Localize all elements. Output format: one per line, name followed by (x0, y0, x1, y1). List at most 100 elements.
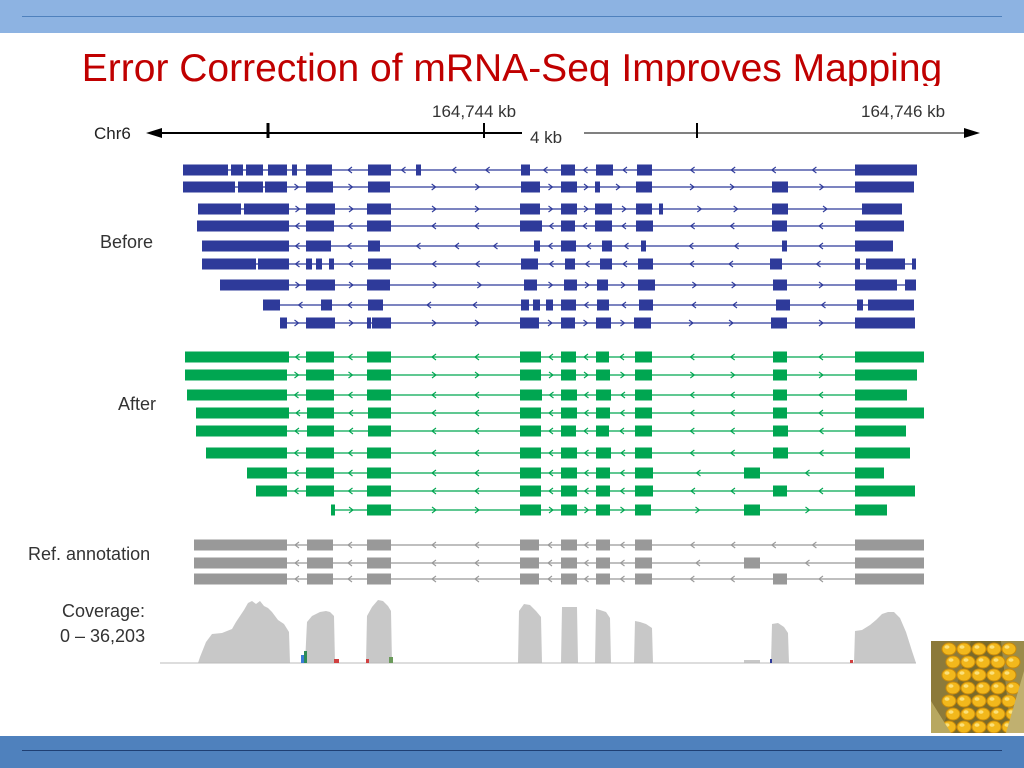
strand-chevron (619, 469, 625, 477)
strand-chevron (621, 301, 627, 309)
exon-block (857, 299, 863, 311)
strand-chevron (474, 559, 480, 567)
strand-chevron (454, 242, 460, 250)
strand-chevron (548, 205, 554, 213)
exon-block (534, 240, 540, 252)
strand-chevron (348, 319, 354, 327)
strand-chevron (620, 319, 626, 327)
strand-chevron (730, 371, 736, 379)
strand-chevron (431, 541, 437, 549)
exon-block (641, 240, 646, 252)
strand-chevron (770, 166, 777, 174)
exon-block (561, 203, 577, 215)
strand-chevron (347, 222, 353, 230)
strand-chevron (623, 242, 629, 250)
strand-chevron (548, 409, 554, 417)
strand-chevron (689, 260, 695, 268)
strand-chevron (622, 260, 628, 268)
strand-chevron (583, 487, 589, 495)
transcript-row (194, 557, 924, 569)
transcript-row (185, 351, 924, 363)
strand-chevron (583, 541, 589, 549)
exon-block (636, 203, 652, 215)
strand-chevron (548, 281, 554, 289)
strand-chevron (583, 205, 589, 213)
strand-chevron (583, 301, 589, 309)
exon-block (634, 317, 651, 329)
strand-chevron (733, 205, 739, 213)
strand-chevron (620, 449, 626, 457)
exon-block (596, 425, 609, 437)
exon-block (231, 164, 243, 176)
exon-block (194, 539, 287, 551)
exon-block (246, 164, 263, 176)
before-label: Before (100, 232, 153, 252)
exon-block (596, 504, 610, 516)
transcript-row (194, 573, 924, 585)
exon-block (773, 389, 787, 401)
exon-block (368, 164, 391, 176)
exon-block (367, 279, 390, 291)
exon-block (368, 258, 391, 270)
exon-block (263, 299, 280, 311)
strand-chevron (548, 506, 554, 514)
exon-block (561, 299, 576, 311)
exon-block (855, 164, 917, 176)
strand-chevron (583, 575, 589, 583)
exon-block (367, 369, 391, 381)
strand-chevron (348, 205, 354, 213)
strand-chevron (820, 301, 826, 309)
strand-chevron (431, 391, 437, 399)
exon-block (744, 557, 760, 569)
strand-chevron (474, 409, 480, 417)
coverage-mismatch-mark (301, 655, 304, 663)
strand-chevron (583, 469, 589, 477)
exon-block (635, 369, 652, 381)
exon-block (855, 389, 907, 401)
strand-chevron (348, 371, 354, 379)
strand-chevron (548, 353, 554, 361)
exon-block (635, 573, 652, 585)
exon-block (524, 279, 537, 291)
strand-chevron (348, 281, 354, 289)
exon-block (307, 573, 333, 585)
transcript-row (220, 279, 916, 291)
exon-block (561, 447, 577, 459)
strand-chevron (695, 506, 701, 514)
strand-chevron (619, 409, 625, 417)
exon-block (773, 407, 787, 419)
strand-chevron (431, 575, 437, 583)
strand-chevron (690, 371, 696, 379)
exon-block (772, 203, 788, 215)
strand-chevron (818, 575, 824, 583)
strand-chevron (347, 166, 353, 174)
strand-chevron (728, 260, 734, 268)
exon-block (862, 203, 902, 215)
exon-block (596, 164, 613, 176)
exon-block (855, 573, 924, 585)
strand-chevron (474, 260, 480, 268)
exon-block (773, 485, 787, 497)
strand-chevron (548, 222, 554, 230)
exon-block (782, 240, 787, 252)
strand-chevron (729, 391, 735, 399)
exon-block (595, 220, 612, 232)
gene-track-figure: Chr6 164,744 kb 164,746 kb 4 kb Before A… (28, 102, 980, 664)
exon-block (368, 181, 390, 193)
exon-block (561, 485, 577, 497)
strand-chevron (431, 371, 437, 379)
exon-block (855, 258, 860, 270)
exon-block (521, 299, 529, 311)
exon-block (855, 240, 893, 252)
strand-chevron (689, 409, 695, 417)
strand-chevron (474, 371, 480, 379)
exon-block (773, 279, 787, 291)
strand-chevron (347, 391, 353, 399)
strand-chevron (583, 427, 589, 435)
exon-block (855, 557, 924, 569)
exon-block (597, 299, 609, 311)
exon-block (306, 181, 333, 193)
strand-chevron (294, 242, 300, 250)
exon-block (520, 573, 539, 585)
exon-block (638, 258, 653, 270)
